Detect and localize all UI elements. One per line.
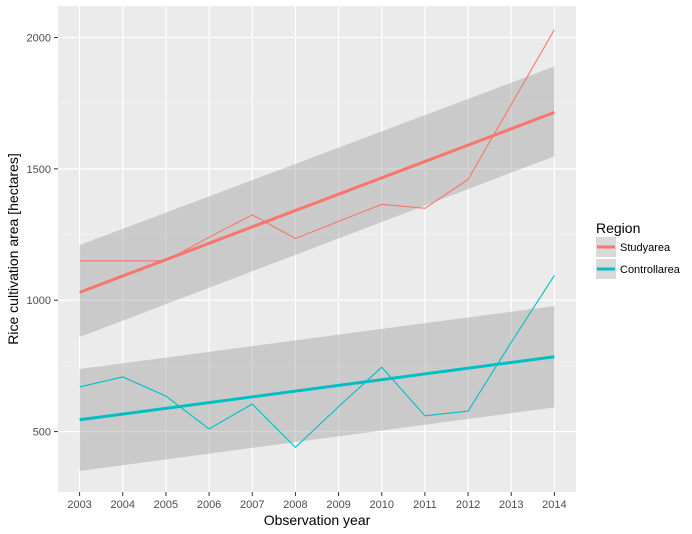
x-tick-label: 2013 — [499, 499, 523, 511]
x-tick-label: 2012 — [456, 499, 480, 511]
x-tick-label: 2009 — [326, 499, 350, 511]
y-tick-label: 2000 — [27, 33, 51, 45]
legend-title: Region — [596, 220, 640, 236]
trend-lines — [79, 110, 555, 422]
x-tick-label: 2006 — [197, 499, 221, 511]
x-tick-label: 2003 — [67, 499, 91, 511]
x-tick-label: 2004 — [111, 499, 135, 511]
y-axis-title: Rice cultivation area [hectares] — [5, 153, 21, 344]
y-tick-label: 1500 — [27, 164, 51, 176]
grid — [58, 6, 576, 492]
trend-line-controllarea — [79, 355, 555, 422]
y-tick-label: 1000 — [27, 295, 51, 307]
x-tick-label: 2011 — [413, 499, 437, 511]
x-tick-label: 2010 — [370, 499, 394, 511]
legend: Region Studyarea Controllarea — [596, 220, 681, 279]
x-tick-label: 2008 — [283, 499, 307, 511]
x-tick-label: 2007 — [240, 499, 264, 511]
axes: 500 1000 1500 2000 2003 2004 2005 2006 2007 2008 2… — [27, 33, 567, 511]
legend-label-studyarea: Studyarea — [620, 242, 671, 254]
x-tick-label: 2005 — [154, 499, 178, 511]
x-axis-title: Observation year — [264, 512, 371, 528]
legend-items: Studyarea Controllarea — [596, 237, 681, 279]
series-line-controllarea — [79, 274, 555, 448]
legend-label-controllarea: Controllarea — [620, 264, 681, 276]
y-tick-label: 500 — [33, 427, 51, 439]
trend-line-studyarea — [79, 110, 555, 294]
x-tick-label: 2014 — [542, 499, 566, 511]
